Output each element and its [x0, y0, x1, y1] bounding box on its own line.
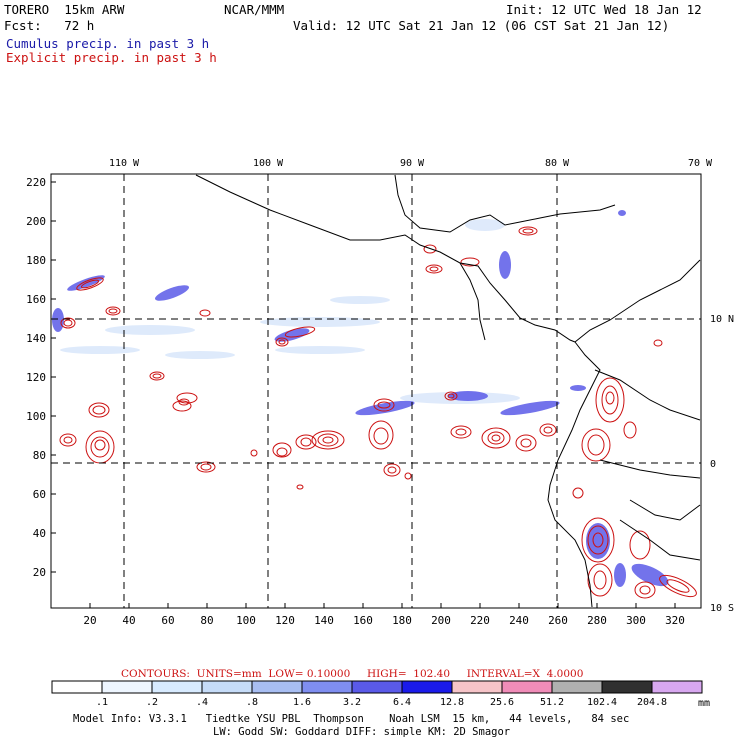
y-tick-label: 220: [26, 176, 46, 189]
colorbar-swatch: [601, 680, 653, 694]
x-tick-label: 100: [236, 614, 256, 627]
colorbar-swatch: [151, 680, 203, 694]
colorbar-swatch: [651, 680, 703, 694]
colorbar-label: 102.4: [587, 697, 617, 708]
colorbar-label: 51.2: [540, 697, 564, 708]
lat-label-10n: 10 N: [710, 314, 734, 325]
y-tick-label: 40: [33, 527, 46, 540]
cumulus-blue: [52, 210, 669, 587]
model-info: Model Info: V3.3.1 Tiedtke YSU PBL Thomp…: [73, 713, 629, 725]
colorbar-label: .1: [96, 697, 108, 708]
valid-time: Valid: 12 UTC Sat 21 Jan 12 (06 CST Sat …: [293, 18, 670, 33]
colorbar-swatch: [451, 680, 503, 694]
colorbar-label: .8: [246, 697, 258, 708]
lon-label-90w: 90 W: [400, 158, 425, 169]
cumulus-legend-text: Cumulus precip. in past 3 h: [6, 36, 210, 51]
colorbar-label: .2: [146, 697, 158, 708]
x-tick-label: 20: [83, 614, 96, 627]
lat-label-10s: 10 S: [710, 603, 734, 614]
x-tick-label: 260: [548, 614, 568, 627]
x-tick-label: 300: [626, 614, 646, 627]
x-tick-label: 280: [587, 614, 607, 627]
colorbar-swatch: [351, 680, 403, 694]
y-tick-label: 180: [26, 254, 46, 267]
colorbar-swatch: [251, 680, 303, 694]
init-time: Init: 12 UTC Wed 18 Jan 12: [506, 2, 702, 17]
organization-label: NCAR/MMM: [224, 2, 285, 17]
x-tick-label: 120: [275, 614, 295, 627]
x-tick-label: 80: [200, 614, 213, 627]
y-tick-label: 80: [33, 449, 46, 462]
lat-label-0: 0: [710, 459, 716, 470]
colorbar-label: 3.2: [343, 697, 361, 708]
y-tick-label: 100: [26, 410, 46, 423]
x-tick-label: 220: [470, 614, 490, 627]
x-tick-label: 60: [161, 614, 174, 627]
colorbar-label: 1.6: [293, 697, 311, 708]
axis-ticks: [51, 181, 676, 608]
graticule: [51, 174, 701, 608]
x-tick-label: 160: [353, 614, 373, 627]
colorbar-label: 25.6: [490, 697, 514, 708]
contour-info: CONTOURS: UNITS=mm LOW= 0.10000 HIGH= 10…: [121, 668, 583, 680]
lon-label-80w: 80 W: [545, 158, 570, 169]
colorbar-swatch: [51, 680, 103, 694]
x-tick-label: 140: [314, 614, 334, 627]
colorbar-swatch: [101, 680, 153, 694]
lon-label-100w: 100 W: [253, 158, 284, 169]
physics-info: LW: Godd SW: Goddard DIFF: simple KM: 2D…: [213, 726, 510, 738]
colorbar-label: 12.8: [440, 697, 464, 708]
y-tick-label: 120: [26, 371, 46, 384]
x-tick-label: 320: [665, 614, 685, 627]
x-tick-label: 200: [431, 614, 451, 627]
colorbar-label: .4: [196, 697, 208, 708]
colorbar-swatch: [201, 680, 253, 694]
lon-label-70w: 70 W: [688, 158, 713, 169]
colorbar-label: 6.4: [393, 697, 411, 708]
lon-label-110w: 110 W: [109, 158, 140, 169]
coastlines: [195, 174, 701, 608]
colorbar-swatch: [401, 680, 453, 694]
colorbar-swatch: [551, 680, 603, 694]
y-tick-label: 160: [26, 293, 46, 306]
colorbar-swatch: [501, 680, 553, 694]
x-tick-label: 180: [392, 614, 412, 627]
y-tick-label: 20: [33, 566, 46, 579]
colorbar: [51, 680, 703, 694]
x-tick-label: 40: [122, 614, 135, 627]
explicit-legend-text: Explicit precip. in past 3 h: [6, 50, 217, 65]
x-tick-label: 240: [509, 614, 529, 627]
y-tick-label: 60: [33, 488, 46, 501]
model-title: TORERO 15km ARW: [4, 2, 125, 17]
forecast-hour: Fcst: 72 h: [4, 18, 95, 33]
colorbar-label: 204.8: [637, 697, 667, 708]
colorbar-unit: mm: [698, 698, 710, 709]
colorbar-swatch: [301, 680, 353, 694]
y-tick-label: 140: [26, 332, 46, 345]
y-tick-label: 200: [26, 215, 46, 228]
explicit-contours: [59, 226, 697, 599]
